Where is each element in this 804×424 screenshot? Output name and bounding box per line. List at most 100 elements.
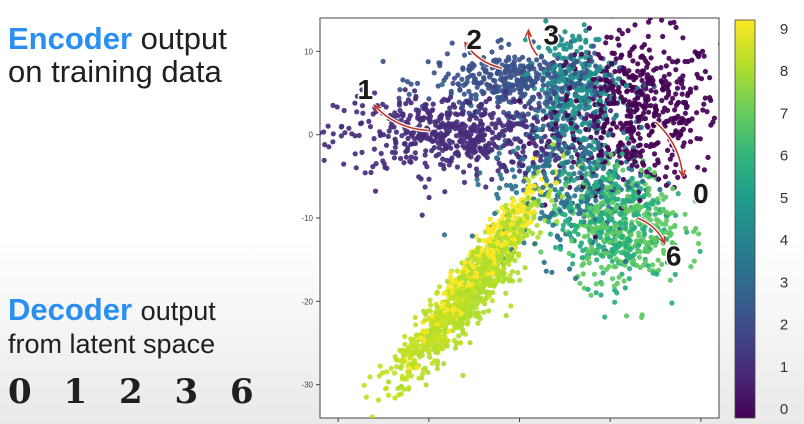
scatter-point-digit-1 [371,136,377,142]
scatter-point-digit-7 [512,224,519,230]
scatter-point-digit-7 [500,262,507,268]
scatter-point-digit-6 [663,217,670,223]
scatter-point-digit-4 [569,126,575,132]
scatter-point-digit-0 [593,114,600,120]
scatter-point-digit-1 [372,90,378,96]
scatter-point-digit-1 [542,133,548,140]
scatter-point-digit-1 [552,157,559,163]
scatter-point-digit-2 [449,40,455,46]
scatter-point-digit-1 [523,124,529,130]
scatter-point-digit-0 [687,139,694,145]
scatter-point-digit-6 [645,187,652,193]
scatter-point-digit-6 [622,262,628,268]
scatter-point-digit-0 [683,120,689,126]
scatter-point-digit-5 [571,177,577,183]
scatter-point-digit-3 [559,186,565,192]
scatter-point-digit-1 [500,123,506,129]
scatter-point-digit-9 [458,311,464,317]
scatter-point-digit-1 [511,98,517,104]
scatter-point-digit-8 [361,382,367,388]
scatter-point-digit-4 [581,120,587,126]
scatter-point-digit-5 [587,219,594,225]
scatter-point-digit-0 [679,91,685,97]
scatter-point-digit-2 [588,58,594,64]
scatter-point-digit-0 [631,148,637,154]
scatter-point-digit-8 [433,301,439,307]
encoder-output-word: output [140,21,227,56]
scatter-point-digit-3 [569,164,575,170]
scatter-point-digit-2 [506,41,512,48]
scatter-point-digit-5 [600,211,606,217]
scatter-point-digit-3 [577,210,583,216]
scatter-point-digit-3 [515,145,521,151]
scatter-point-digit-7 [456,333,462,339]
scatter-point-digit-0 [613,56,619,62]
scatter-point-digit-0 [693,85,699,91]
scatter-point-digit-0 [608,127,614,133]
scatter-point-digit-9 [487,216,493,222]
scatter-point-digit-2 [558,96,564,102]
scatter-point-digit-1 [490,110,496,116]
scatter-point-digit-0 [711,115,718,121]
scatter-point-digit-6 [692,198,698,204]
scatter-point-digit-6 [612,238,619,244]
scatter-point-digit-6 [620,167,626,173]
scatter-point-digit-5 [612,299,618,305]
scatter-point-digit-2 [467,67,473,73]
scatter-point-digit-5 [560,227,566,233]
scatter-point-digit-0 [635,143,641,149]
scatter-point-digit-3 [469,233,475,239]
colorbar-labels: 0 1 2 3 4 5 6 7 8 9 [780,21,788,418]
scatter-point-digit-8 [454,310,460,316]
scatter-point-digit-1 [427,135,433,141]
scatter-point-digit-1 [460,121,466,127]
scatter-point-digit-3 [613,112,619,118]
scatter-point-digit-0 [636,101,642,107]
scatter-point-digit-8 [461,269,467,275]
scatter-point-digit-2 [538,54,545,60]
scatter-point-digit-2 [484,81,490,87]
scatter-point-digit-3 [587,122,593,128]
scatter-point-digit-3 [633,182,639,188]
scatter-point-digit-2 [583,70,589,76]
scatter-point-digit-8 [392,395,398,401]
scatter-point-digit-0 [727,122,732,127]
scatter-point-digit-2 [512,54,518,60]
scatter-point-digit-7 [490,243,496,249]
scatter-point-digit-3 [558,123,565,129]
scatter-point-digit-7 [500,220,506,226]
scatter-point-digit-0 [620,176,627,183]
scatter-point-digit-0 [631,109,638,115]
scatter-point-digit-1 [506,119,512,125]
scatter-point-digit-1 [413,155,419,161]
scatter-point-digit-5 [599,190,606,196]
annotation-arrow-head [658,235,666,245]
scatter-point-digit-6 [636,254,643,260]
scatter-point-digit-0 [618,94,624,100]
scatter-point-digit-0 [697,136,703,142]
scatter-point-digit-0 [588,134,594,140]
scatter-point-digit-0 [674,79,680,85]
scatter-point-digit-6 [601,238,607,244]
colorbar-label: 8 [780,63,788,80]
scatter-point-digit-1 [413,107,419,113]
scatter-point-digit-1 [431,145,437,151]
scatter-point-digit-4 [560,106,566,113]
scatter-point-digit-7 [525,195,531,202]
scatter-point-digit-5 [649,201,655,207]
scatter-point-digit-7 [455,320,461,326]
scatter-point-digit-1 [533,143,539,149]
scatter-point-digit-6 [691,229,697,235]
scatter-point-digit-7 [434,366,440,372]
scatter-point-digit-1 [396,99,403,105]
scatter-point-digit-2 [545,99,551,105]
colorbar [734,19,756,419]
scatter-point-digit-6 [662,250,668,257]
scatter-point-digit-2 [451,75,458,81]
scatter-point-digit-9 [429,313,435,319]
scatter-point-digit-7 [503,202,509,208]
scatter-point-digit-9 [508,221,514,227]
scatter-point-digit-1 [477,118,484,124]
scatter-point-digit-7 [546,191,552,197]
colorbar-label: 1 [780,359,788,376]
